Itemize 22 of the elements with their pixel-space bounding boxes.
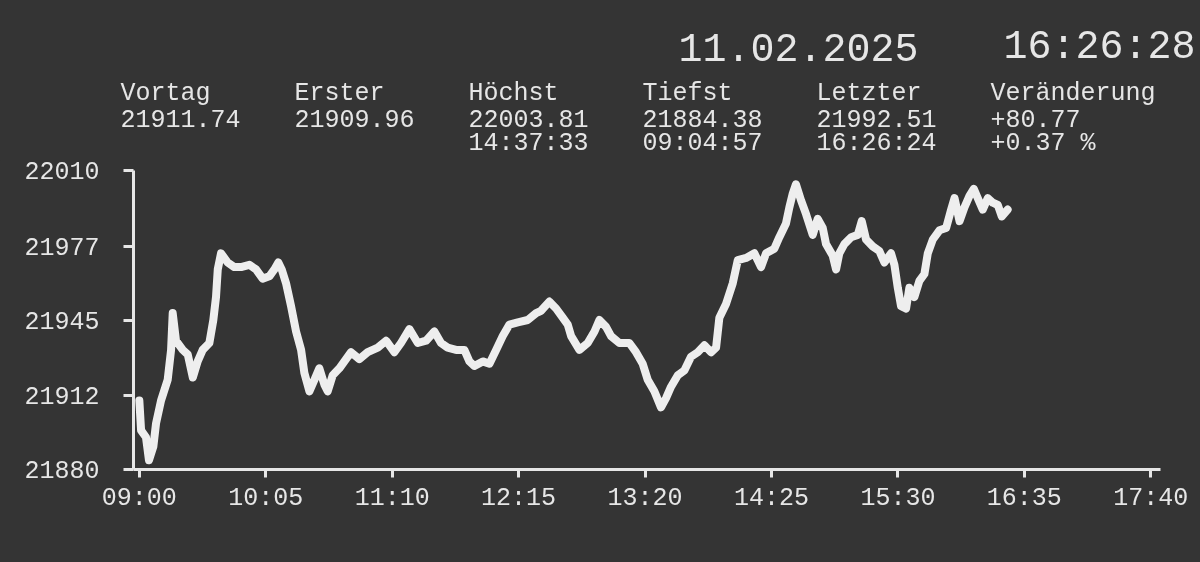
y-tick-label: 21912	[24, 383, 100, 413]
chart-subtitle: 16:26:28	[1003, 25, 1196, 70]
y-tick-label: 21977	[24, 233, 100, 263]
y-tick-label: 22010	[24, 158, 100, 187]
y-tick-label: 21945	[24, 307, 100, 337]
x-tick-label: 14:25	[733, 483, 809, 513]
y-tick-label: 21880	[24, 457, 100, 486]
x-tick-label: 13:20	[607, 483, 683, 513]
text: Höchst 22003.81 14:37:33	[468, 79, 589, 158]
x-tick-label: 09:00	[101, 483, 177, 513]
text: Tiefst 21884.38 09:04:57	[642, 79, 763, 158]
x-tick-label: 17:40	[1113, 483, 1189, 513]
text: Vortag 21911.74	[120, 79, 241, 135]
chart-title: 11.02.2025	[678, 28, 919, 73]
text: Veränderung +80.77 +0.37 %	[990, 79, 1156, 158]
x-tick-label: 11:10	[354, 483, 430, 513]
text: Erster 21909.96	[294, 79, 415, 135]
x-tick-label: 15:30	[860, 483, 936, 513]
x-tick-label: 12:15	[481, 483, 557, 513]
x-tick-label: 16:35	[986, 483, 1062, 513]
x-tick-label: 10:05	[228, 483, 304, 513]
text: Letzter 21992.51 16:26:24	[816, 79, 937, 158]
